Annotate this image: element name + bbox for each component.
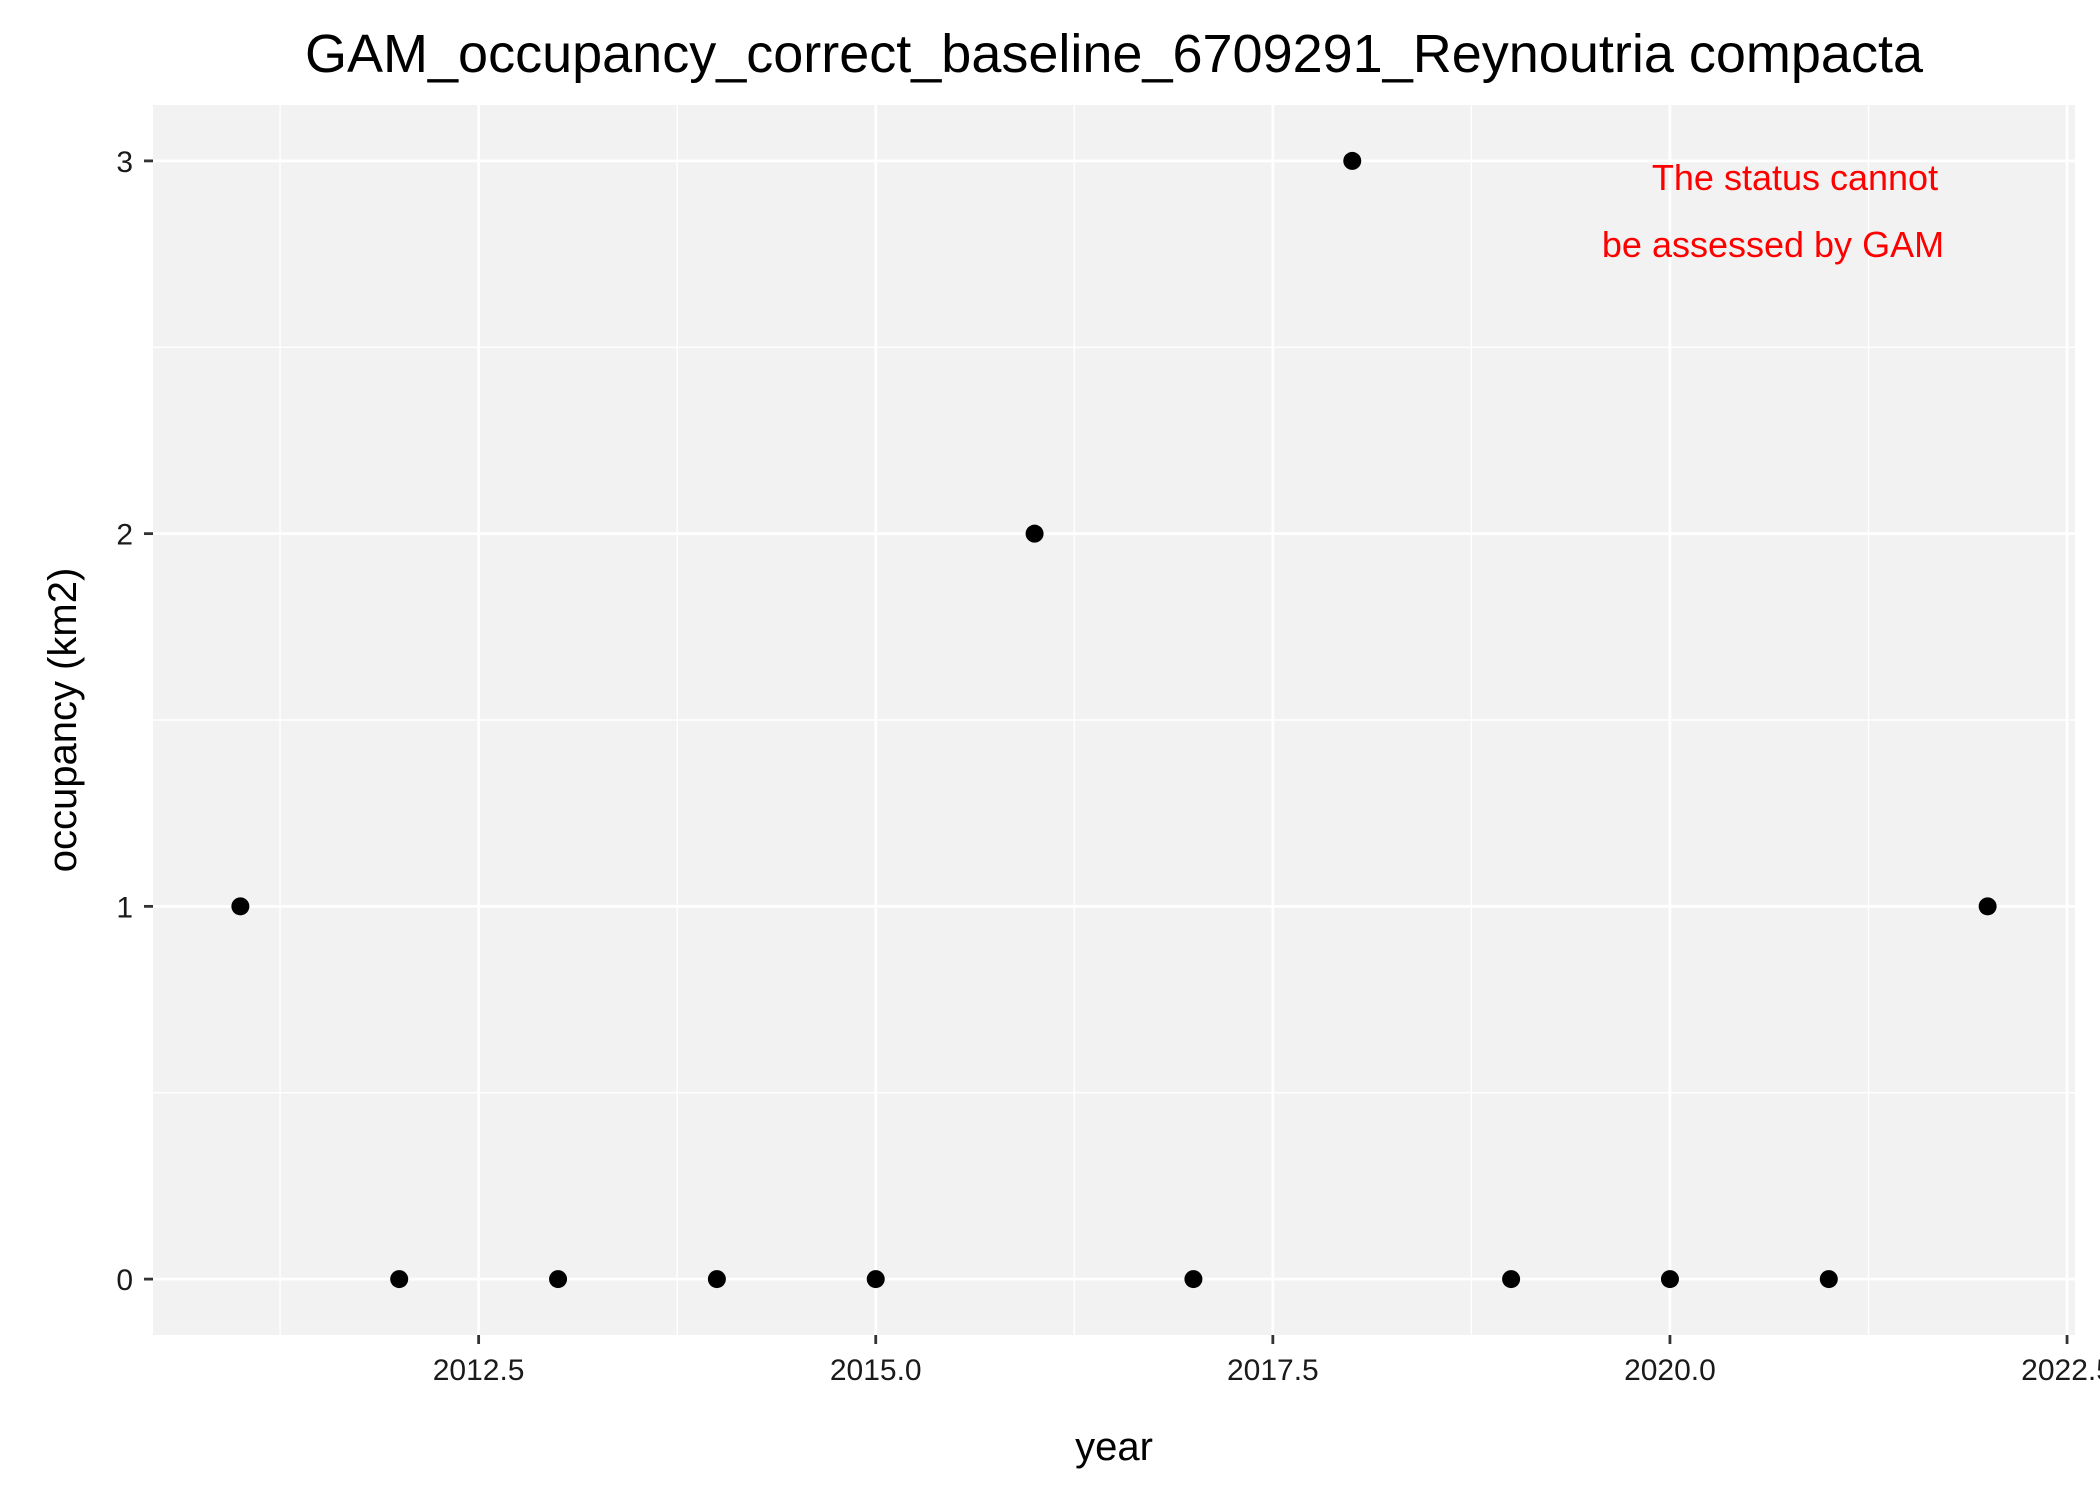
data-point [1502, 1270, 1521, 1289]
x-tick-label: 2020.0 [1624, 1354, 1716, 1387]
y-tick-label: 3 [116, 146, 133, 179]
data-point [390, 1270, 409, 1289]
data-point [866, 1270, 885, 1289]
x-axis-title: year [1075, 1425, 1153, 1469]
data-point [549, 1270, 568, 1289]
y-axis-title: occupancy (km2) [41, 568, 85, 873]
data-point [707, 1270, 726, 1289]
data-point [231, 897, 250, 916]
data-point [1025, 524, 1044, 543]
status-annotation-line-2: be assessed by GAM [1602, 224, 1944, 265]
chart-title: GAM_occupancy_correct_baseline_6709291_R… [305, 24, 1924, 84]
data-points [231, 151, 1997, 1289]
data-point [1184, 1270, 1203, 1289]
status-annotation-line-1: The status cannot [1652, 157, 1938, 198]
x-tick-label: 2017.5 [1227, 1354, 1319, 1387]
x-tick-label: 2012.5 [433, 1354, 525, 1387]
data-point [1819, 1270, 1838, 1289]
data-point [1343, 151, 1362, 170]
x-tick-label: 2022.5 [2021, 1354, 2100, 1387]
y-tick-label: 0 [116, 1264, 133, 1297]
data-point [1978, 897, 1997, 916]
y-tick-label: 1 [116, 891, 133, 924]
y-tick-label: 2 [116, 519, 133, 552]
data-point [1660, 1270, 1679, 1289]
x-tick-label: 2015.0 [830, 1354, 922, 1387]
minor-gridlines [153, 105, 2075, 1335]
major-gridlines [153, 105, 2075, 1335]
axis-ticks: 2012.5 2015.0 2017.5 2020.0 2022.5 0 1 2 3 [116, 146, 2100, 1387]
